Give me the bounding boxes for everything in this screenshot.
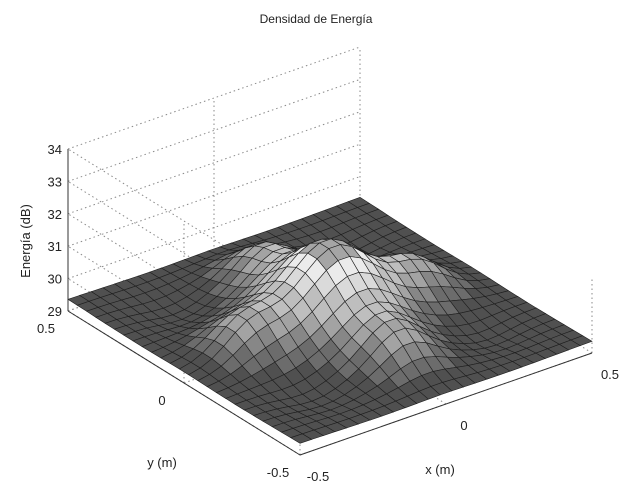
axes-layer (67, 149, 593, 456)
z-tick-label: 33 (48, 174, 62, 189)
y-tick-label: 0 (158, 393, 165, 408)
surface-patch (570, 335, 593, 346)
z-tick-label: 31 (48, 239, 62, 254)
y-tick-label: 0.5 (37, 321, 55, 336)
x-tick-label: -0.5 (307, 469, 329, 484)
y-tick-label: -0.5 (267, 465, 289, 480)
grid-line (67, 46, 361, 150)
x-axis-label: x (m) (425, 462, 455, 477)
z-tick-label: 34 (48, 142, 62, 157)
z-tick-label: 30 (48, 272, 62, 287)
chart-title: Densidad de Energía (260, 12, 373, 26)
y-axis-label: y (m) (147, 455, 177, 470)
z-tick-label: 32 (48, 207, 62, 222)
grid-line (67, 111, 361, 215)
grid-line (67, 176, 361, 280)
tick-labels: 29 30 31 32 33 34 -0.5 0 0.5 -0.5 0 0.5 (37, 142, 619, 484)
grid-line (67, 143, 361, 247)
x-axis-line (299, 352, 593, 456)
x-tick-label: 0 (460, 418, 467, 433)
x-tick-label: 0.5 (601, 367, 619, 382)
surface-mesh (67, 196, 593, 444)
z-axis-label: Energía (dB) (18, 204, 33, 278)
y-axis-line (67, 310, 301, 456)
grid-line (67, 78, 361, 182)
z-tick-label: 29 (48, 304, 62, 319)
